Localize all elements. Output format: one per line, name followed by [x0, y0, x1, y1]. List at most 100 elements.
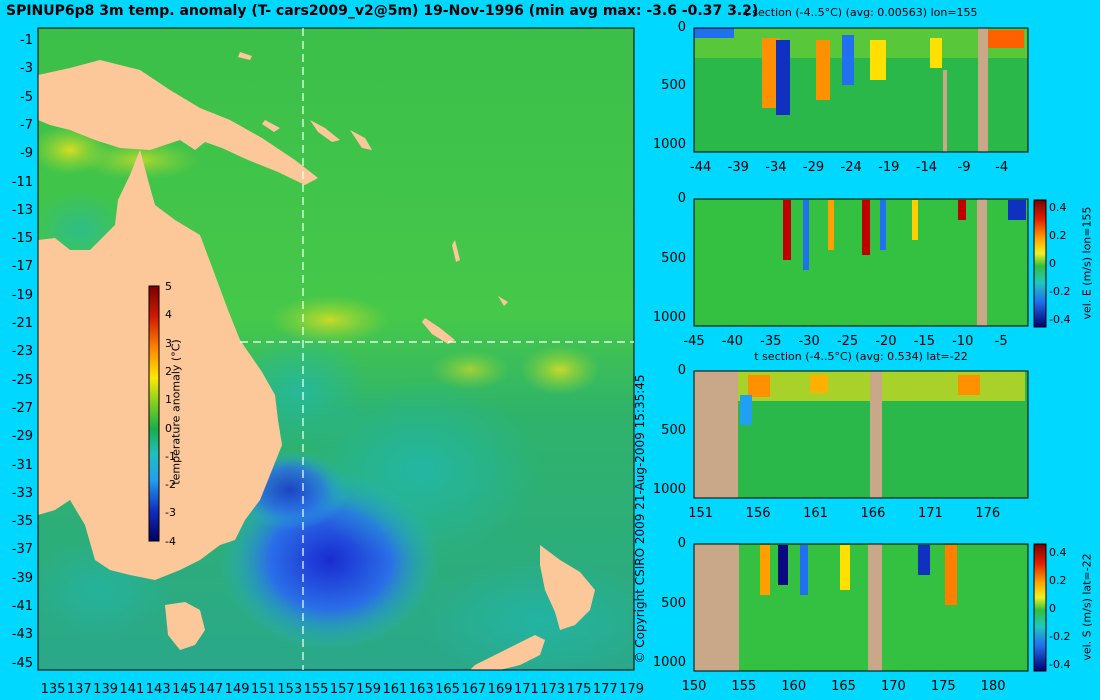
map-y-tick: -23 — [11, 344, 33, 360]
map-y-tick: -1 — [20, 33, 33, 48]
australia-land — [38, 150, 282, 580]
copyright-text: © Copyright CSIRO 2009 21-Aug-2009 15:35… — [633, 374, 647, 664]
panel-x-tick: -25 — [836, 334, 859, 349]
panel-y-tick: 500 — [661, 595, 686, 611]
map-x-tick: 145 — [172, 682, 197, 697]
panel-x-tick: -4 — [995, 160, 1009, 175]
map-x-tick: 169 — [487, 682, 513, 697]
panel-v-lon — [693, 198, 1029, 327]
main-map-frame — [37, 27, 635, 671]
panel-y-tick: 1000 — [652, 482, 686, 498]
panel-x-tick: -19 — [878, 160, 900, 175]
panel-title-t-lon: t section (-4..5°C) (avg: 0.00563) lon=1… — [744, 6, 978, 19]
panel-y-tick: 1000 — [652, 310, 686, 326]
map-y-tick: -35 — [11, 514, 33, 530]
vel-colorbar-tick: -0.4 — [1049, 313, 1071, 326]
panel-y-tick: 0 — [677, 20, 686, 35]
colorbar-tick: -1 — [165, 449, 176, 463]
map-x-tick: 137 — [66, 682, 92, 697]
map-x-tick: 149 — [224, 682, 250, 697]
vel-s-label: vel. S (m/s) lat=-22 — [1080, 553, 1094, 661]
panel-x-tick: -34 — [765, 160, 787, 175]
colorbar-tick: 0 — [165, 421, 172, 435]
panel-x-tick: -15 — [913, 334, 935, 349]
map-x-tick: 135 — [40, 682, 66, 697]
panel-x-tick: -40 — [721, 334, 744, 349]
colorbar-tick: 1 — [165, 393, 172, 407]
map-y-tick: -27 — [11, 400, 33, 416]
map-y-tick: -37 — [11, 542, 33, 558]
map-y-tick: -9 — [20, 146, 33, 162]
new-caledonia-land — [422, 318, 455, 344]
colorbar-tick: -3 — [165, 506, 176, 520]
map-x-tick: 153 — [277, 682, 303, 697]
map-y-tick: -21 — [11, 316, 33, 331]
panel-y-tick: 0 — [677, 191, 686, 206]
panel-x-tick: 166 — [860, 506, 886, 521]
map-y-tick: -43 — [11, 627, 33, 643]
map-x-tick: 139 — [93, 682, 119, 697]
map-x-tick: 141 — [119, 682, 145, 697]
vel-e-label: vel. E (m/s) lon=155 — [1080, 206, 1094, 320]
vel-s-colorbar — [1033, 543, 1047, 672]
panel-x-tick: 170 — [880, 679, 906, 694]
panel-x-tick: 180 — [980, 679, 1006, 694]
panel-x-tick: 156 — [745, 506, 771, 521]
map-x-tick: 143 — [145, 682, 171, 697]
map-y-tick: -13 — [11, 202, 33, 218]
nz-north-land — [540, 545, 595, 630]
map-y-tick: -31 — [11, 457, 33, 473]
panel-x-tick: -14 — [915, 160, 938, 175]
panel-t-lon — [693, 27, 1029, 153]
map-y-tick: -33 — [11, 485, 33, 501]
panel-x-tick: 176 — [975, 506, 1001, 521]
panel-x-tick: 151 — [688, 506, 714, 521]
map-y-tick: -7 — [20, 117, 33, 133]
panel-x-tick: -20 — [875, 334, 897, 349]
panel-x-tick: 150 — [681, 679, 707, 694]
map-x-tick: 157 — [329, 682, 355, 697]
panel-x-tick: 165 — [831, 679, 856, 694]
map-y-tick: -45 — [11, 655, 33, 671]
colorbar-tick: 5 — [165, 280, 172, 293]
map-y-tick: -3 — [20, 61, 33, 77]
map-x-tick: 175 — [566, 682, 592, 697]
panel-x-tick: 175 — [930, 679, 956, 694]
nz-south-land — [470, 635, 545, 670]
map-x-tick: 163 — [408, 682, 434, 697]
map-y-tick: -15 — [11, 231, 33, 247]
main-title: SPINUP6p8 3m temp. anomaly (T- cars2009_… — [6, 3, 759, 19]
panel-x-tick: 171 — [917, 506, 943, 521]
vel-colorbar-tick: 0 — [1049, 257, 1056, 270]
map-x-tick: 179 — [619, 682, 645, 697]
panel-title-t-lat: t section (-4..5°C) (avg: 0.534) lat=-22 — [754, 350, 968, 363]
panel-x-tick: -5 — [994, 334, 1008, 349]
map-y-tick: -39 — [11, 570, 33, 586]
map-x-tick: 159 — [356, 682, 382, 697]
colorbar-tick: 4 — [165, 308, 172, 322]
main-colorbar-label: temperature anomaly (°C) — [169, 339, 183, 485]
map-x-tick: 161 — [382, 682, 408, 697]
vel-colorbar-tick: 0.4 — [1049, 201, 1067, 214]
new-guinea-land — [38, 60, 318, 185]
map-x-tick: 177 — [592, 682, 618, 697]
panel-y-tick: 500 — [661, 422, 686, 438]
tasmania-land — [165, 602, 205, 650]
map-y-tick: -41 — [11, 599, 33, 614]
panel-x-tick: 160 — [781, 679, 807, 694]
map-y-tick: -17 — [11, 259, 33, 275]
map-x-tick: 171 — [513, 682, 539, 697]
panel-x-tick: -35 — [760, 334, 782, 349]
map-x-tick: 147 — [198, 682, 224, 697]
panel-y-tick: 500 — [661, 78, 686, 94]
panel-t-lat — [693, 370, 1029, 499]
colorbar-tick: 2 — [165, 364, 172, 378]
map-y-tick: -19 — [11, 287, 33, 303]
panel-x-tick: -39 — [727, 160, 749, 175]
main-colorbar — [148, 285, 160, 542]
panel-x-tick: -9 — [957, 160, 971, 175]
panel-y-tick: 500 — [661, 250, 686, 266]
vel-colorbar-tick: 0 — [1049, 602, 1056, 615]
vel-colorbar-tick: 0.4 — [1049, 546, 1067, 559]
map-x-tick: 155 — [303, 682, 329, 697]
